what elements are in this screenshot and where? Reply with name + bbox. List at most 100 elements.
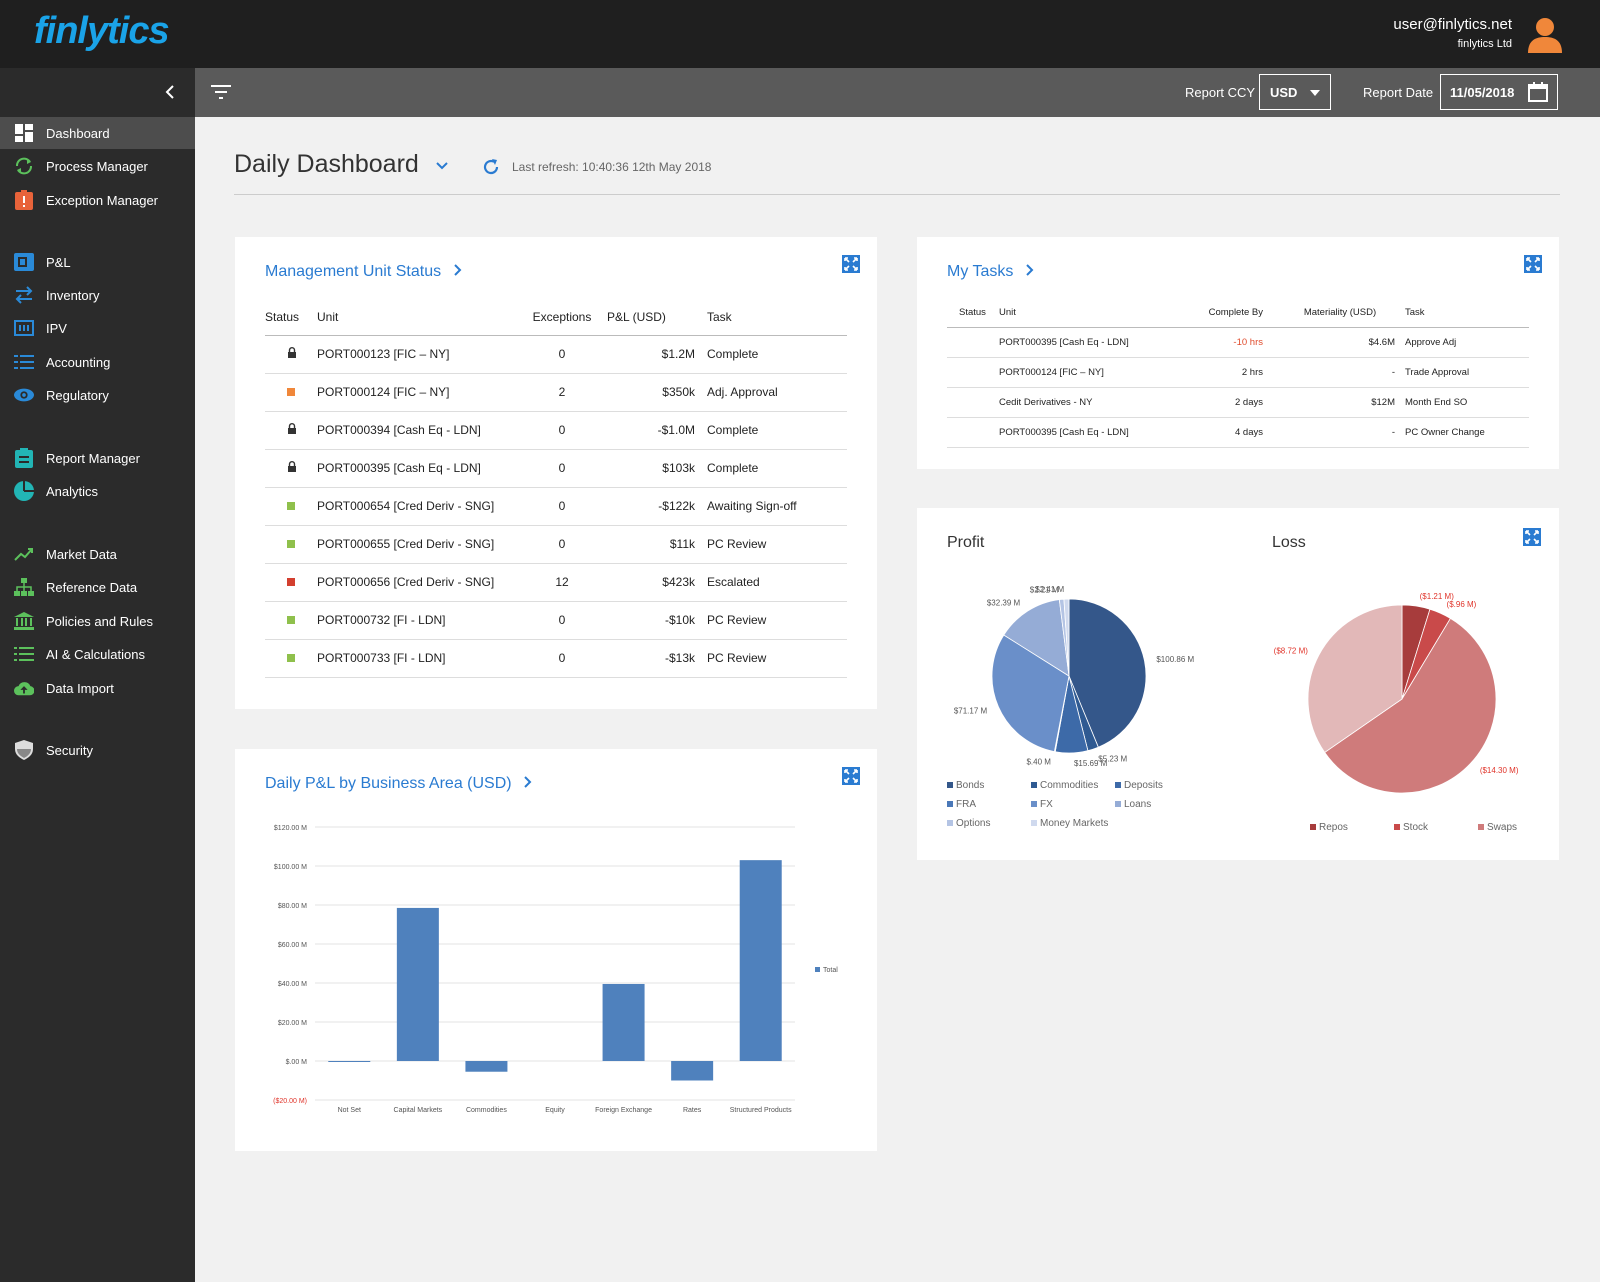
calendar-icon[interactable] bbox=[1528, 82, 1548, 102]
exceptions-cell[interactable]: 0 bbox=[517, 449, 607, 488]
exceptions-cell[interactable]: 0 bbox=[517, 487, 607, 526]
table-row[interactable]: PORT000395 [Cash Eq - LDN] 4 days - PC Owne… bbox=[947, 417, 1529, 448]
table-row[interactable]: PORT000732 [FI - LDN] 0 -$10k PC Review bbox=[265, 601, 847, 640]
task-cell[interactable]: Escalated bbox=[707, 563, 847, 602]
unit-cell[interactable]: PORT000124 [FIC – NY] bbox=[999, 357, 1189, 388]
pie-slice[interactable] bbox=[1324, 617, 1497, 794]
sidebar-item-inventory[interactable]: Inventory bbox=[0, 279, 195, 311]
unit-cell[interactable]: PORT000656 [Cred Deriv - SNG] bbox=[317, 563, 517, 602]
daily-pl-title-link[interactable]: Daily P&L by Business Area (USD) bbox=[265, 775, 534, 793]
pie-slice[interactable] bbox=[1068, 598, 1147, 748]
table-row[interactable]: PORT000733 [FI - LDN] 0 -$13k PC Review bbox=[265, 639, 847, 678]
table-row[interactable]: Cedit Derivatives - NY 2 days $12M Month En… bbox=[947, 387, 1529, 418]
unit-cell[interactable]: PORT000123 [FIC – NY] bbox=[317, 335, 517, 374]
unit-cell[interactable]: PORT000655 [Cred Deriv - SNG] bbox=[317, 525, 517, 564]
table-row[interactable]: PORT000124 [FIC – NY] 2 hrs - Trade Approva… bbox=[947, 357, 1529, 388]
task-cell[interactable]: Approve Adj bbox=[1405, 327, 1529, 358]
sidebar-item-accounting[interactable]: Accounting bbox=[0, 346, 195, 378]
sidebar-item-dashboard[interactable]: Dashboard bbox=[0, 117, 195, 149]
report-ccy-select[interactable]: USD bbox=[1259, 74, 1331, 110]
sidebar-item-exception-manager[interactable]: Exception Manager bbox=[0, 184, 195, 216]
expand-icon[interactable] bbox=[842, 767, 860, 785]
refresh-icon[interactable] bbox=[481, 157, 501, 177]
col-task[interactable]: Task bbox=[707, 299, 847, 336]
sidebar-item-policies-and-rules[interactable]: Policies and Rules bbox=[0, 605, 195, 637]
exceptions-cell[interactable]: 0 bbox=[517, 639, 607, 678]
sidebar-item-report-manager[interactable]: Report Manager bbox=[0, 442, 195, 474]
unit-cell[interactable]: PORT000395 [Cash Eq - LDN] bbox=[999, 327, 1189, 358]
table-row[interactable]: PORT000123 [FIC – NY] 0 $1.2M Complete bbox=[265, 335, 847, 374]
task-cell[interactable]: PC Review bbox=[707, 525, 847, 564]
exceptions-cell[interactable]: 12 bbox=[517, 563, 607, 602]
table-row[interactable]: PORT000655 [Cred Deriv - SNG] 0 $11k PC Rev… bbox=[265, 525, 847, 564]
exceptions-cell[interactable]: 0 bbox=[517, 525, 607, 564]
task-cell[interactable]: Trade Approval bbox=[1405, 357, 1529, 388]
unit-cell[interactable]: PORT000124 [FIC – NY] bbox=[317, 373, 517, 412]
expand-icon[interactable] bbox=[1523, 528, 1541, 546]
bar[interactable] bbox=[465, 1061, 508, 1072]
mus-title-link[interactable]: Management Unit Status bbox=[265, 263, 464, 281]
expand-icon[interactable] bbox=[842, 255, 860, 273]
bar[interactable] bbox=[739, 860, 782, 1061]
exceptions-cell[interactable]: 0 bbox=[517, 601, 607, 640]
task-cell[interactable]: Month End SO bbox=[1405, 387, 1529, 418]
unit-cell[interactable]: PORT000654 [Cred Deriv - SNG] bbox=[317, 487, 517, 526]
sidebar-item-security[interactable]: Security bbox=[0, 734, 195, 766]
unit-cell[interactable]: PORT000394 [Cash Eq - LDN] bbox=[317, 411, 517, 450]
unit-cell[interactable]: Cedit Derivatives - NY bbox=[999, 387, 1189, 418]
task-cell[interactable]: Adj. Approval bbox=[707, 373, 847, 412]
col-unit[interactable]: Unit bbox=[317, 299, 517, 336]
chevron-down-icon[interactable] bbox=[434, 158, 450, 174]
sidebar-item-ai-calculations[interactable]: AI & Calculations bbox=[0, 638, 195, 670]
pie-slice[interactable] bbox=[1063, 598, 1070, 677]
sidebar-item-data-import[interactable]: Data Import bbox=[0, 672, 195, 704]
col-pl[interactable]: P&L (USD) bbox=[607, 299, 707, 336]
pie-slice[interactable] bbox=[1307, 604, 1403, 753]
task-cell[interactable]: PC Review bbox=[707, 601, 847, 640]
col-status[interactable]: Status bbox=[265, 299, 317, 336]
exceptions-cell[interactable]: 0 bbox=[517, 335, 607, 374]
table-row[interactable]: PORT000654 [Cred Deriv - SNG] 0 -$122k Awai… bbox=[265, 487, 847, 526]
sidebar-collapse-button[interactable] bbox=[160, 82, 180, 102]
bar[interactable] bbox=[396, 907, 439, 1061]
col-task[interactable]: Task bbox=[1405, 299, 1529, 328]
task-cell[interactable]: Complete bbox=[707, 449, 847, 488]
unit-cell[interactable]: PORT000732 [FI - LDN] bbox=[317, 601, 517, 640]
user-avatar-icon[interactable] bbox=[1526, 16, 1564, 54]
task-cell[interactable]: Awaiting Sign-off bbox=[707, 487, 847, 526]
filter-icon[interactable] bbox=[211, 83, 231, 101]
table-row[interactable]: PORT000656 [Cred Deriv - SNG] 12 $423k Esca… bbox=[265, 563, 847, 602]
task-cell[interactable]: Complete bbox=[707, 411, 847, 450]
exceptions-cell[interactable]: 2 bbox=[517, 373, 607, 412]
bar[interactable] bbox=[602, 983, 645, 1061]
col-complete-by[interactable]: Complete By bbox=[1189, 299, 1275, 328]
sidebar-item-reference-data[interactable]: Reference Data bbox=[0, 571, 195, 603]
bar[interactable] bbox=[328, 1061, 371, 1062]
sidebar-item-pnl[interactable]: P&L bbox=[0, 246, 195, 278]
task-cell[interactable]: PC Review bbox=[707, 639, 847, 678]
col-status[interactable]: Status bbox=[947, 299, 999, 328]
report-date-input[interactable]: 11/05/2018 bbox=[1440, 74, 1558, 110]
sidebar-item-ipv[interactable]: IPV bbox=[0, 312, 195, 344]
unit-cell[interactable]: PORT000395 [Cash Eq - LDN] bbox=[317, 449, 517, 488]
pie-slice[interactable] bbox=[1003, 599, 1070, 677]
task-cell[interactable]: Complete bbox=[707, 335, 847, 374]
unit-cell[interactable]: PORT000395 [Cash Eq - LDN] bbox=[999, 417, 1189, 448]
col-exceptions[interactable]: Exceptions bbox=[517, 299, 607, 336]
sidebar-item-market-data[interactable]: Market Data bbox=[0, 538, 195, 570]
exceptions-cell[interactable]: 0 bbox=[517, 411, 607, 450]
table-row[interactable]: PORT000395 [Cash Eq - LDN] 0 $103k Complete bbox=[265, 449, 847, 488]
user-email[interactable]: user@finlytics.net bbox=[1393, 16, 1512, 33]
task-cell[interactable]: PC Owner Change bbox=[1405, 417, 1529, 448]
app-logo[interactable]: finlytics bbox=[34, 10, 170, 52]
expand-icon[interactable] bbox=[1524, 255, 1542, 273]
col-materiality[interactable]: Materiality (USD) bbox=[1275, 299, 1405, 328]
sidebar-item-regulatory[interactable]: Regulatory bbox=[0, 379, 195, 411]
sidebar-item-process-manager[interactable]: Process Manager bbox=[0, 150, 195, 182]
table-row[interactable]: PORT000124 [FIC – NY] 2 $350k Adj. Approval bbox=[265, 373, 847, 412]
tasks-title-link[interactable]: My Tasks bbox=[947, 263, 1036, 281]
bar[interactable] bbox=[671, 1061, 714, 1081]
table-row[interactable]: PORT000395 [Cash Eq - LDN] -10 hrs $4.6M Ap… bbox=[947, 327, 1529, 358]
unit-cell[interactable]: PORT000733 [FI - LDN] bbox=[317, 639, 517, 678]
sidebar-item-analytics[interactable]: Analytics bbox=[0, 475, 195, 507]
